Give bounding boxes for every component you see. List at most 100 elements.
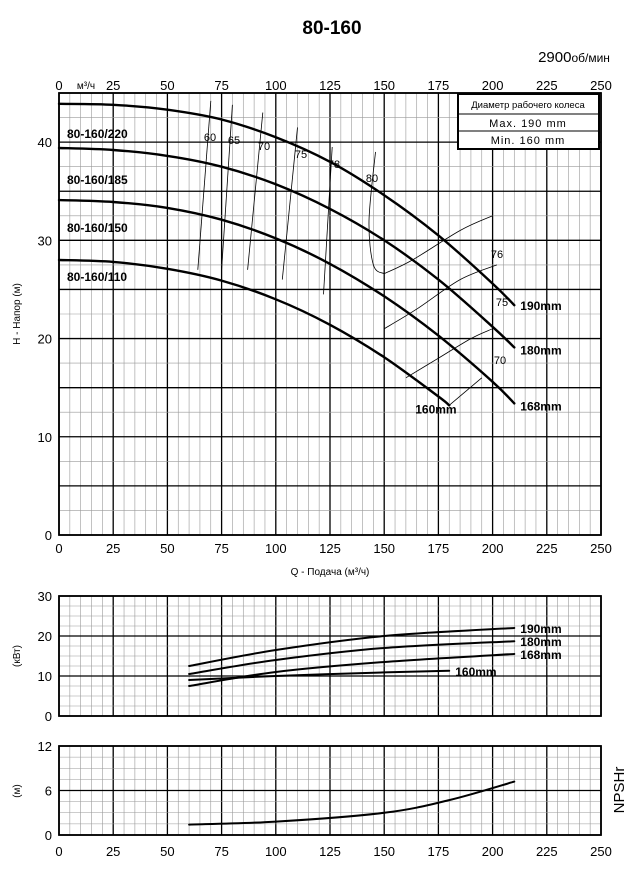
speed-unit: об/мин: [571, 51, 609, 65]
top-axis-tick-label: 225: [536, 78, 558, 93]
head-curve: [57, 198, 516, 405]
efficiency-isoline-label: 80: [366, 173, 378, 185]
x-tick-label: 175: [428, 541, 450, 556]
y-tick-label: 40: [38, 135, 52, 150]
top-axis-tick-label: 0: [55, 78, 62, 93]
x-tick-label: 25: [106, 541, 120, 556]
efficiency-isoline-label: 60: [204, 132, 216, 144]
impeller-diameter-label: 180mm: [520, 343, 561, 357]
plot-frame: [58, 92, 602, 536]
y-tick-label: 0: [45, 709, 52, 724]
x-tick-label: 0: [55, 541, 62, 556]
plot-frame: [58, 745, 602, 836]
impeller-legend: Диаметр рабочего колеса Max. 190 mm Min.…: [457, 93, 600, 150]
x-tick-label: 125: [319, 844, 341, 859]
x-tick-label: 125: [319, 541, 341, 556]
chart-title: 80-160: [302, 18, 361, 39]
x-tick-label: 150: [373, 844, 395, 859]
npsh-chart: 0 25 50 75 100 125 150 175 200 225 250 0 6 12 (м) NPSHr: [12, 739, 628, 859]
x-tick-label: 250: [590, 844, 612, 859]
y-tick-label: 20: [38, 332, 52, 347]
top-axis-tick-label: 100: [265, 78, 287, 93]
x-tick-label: 0: [55, 844, 62, 859]
power-curve-label: 190mm: [520, 622, 561, 636]
top-axis-tick-label: 175: [428, 78, 450, 93]
x-tick-label: 50: [160, 541, 174, 556]
impeller-legend-max: Max. 190 mm: [489, 118, 567, 130]
x-axis-label: Q - Подача (м³/ч): [291, 567, 370, 578]
top-axis-tick-label: 25: [106, 78, 120, 93]
y-axis-label: H - Напор (м): [12, 283, 23, 345]
head-curve-label: 80-160/220: [67, 127, 128, 141]
y-tick-label: 20: [38, 629, 52, 644]
head-curve-label: 80-160/150: [67, 221, 128, 235]
impeller-legend-frame: [457, 93, 600, 150]
head-curve-label: 80-160/110: [67, 270, 127, 284]
power-curve-label: 168mm: [520, 648, 561, 662]
efficiency-isoline-label: 75: [295, 149, 307, 161]
npsh-curve: [188, 780, 516, 826]
x-tick-label: 100: [265, 844, 287, 859]
top-axis-unit: м³/ч: [77, 81, 95, 92]
efficiency-isoline: [323, 146, 333, 295]
y-tick-label: 0: [45, 828, 52, 843]
top-axis-tick-label: 50: [160, 78, 174, 93]
impeller-legend-min: Min. 160 mm: [491, 135, 566, 147]
top-axis-tick-label: 200: [482, 78, 504, 93]
npshr-axis-label: NPSHr: [611, 767, 628, 814]
top-axis-tick-label: 75: [214, 78, 228, 93]
efficiency-isoline: [368, 151, 385, 275]
head-chart: 0 252550507575100100125125150150175175200…: [12, 78, 612, 578]
x-tick-label: 200: [482, 844, 504, 859]
x-tick-label: 225: [536, 844, 558, 859]
x-tick-label: 250: [590, 541, 612, 556]
efficiency-isoline: [383, 264, 498, 330]
x-tick-label: 225: [536, 541, 558, 556]
head-curve: [57, 102, 516, 307]
y-tick-label: 12: [38, 739, 52, 754]
top-axis-tick-label: 125: [319, 78, 341, 93]
efficiency-isoline: [281, 127, 298, 280]
head-curve-label: 80-160/185: [67, 173, 128, 187]
efficiency-isoline: [221, 104, 233, 270]
x-tick-label: 200: [482, 541, 504, 556]
efficiency-isoline: [448, 377, 483, 406]
efficiency-isoline: [384, 215, 493, 275]
y-tick-label: 30: [38, 233, 52, 248]
x-tick-label: 100: [265, 541, 287, 556]
power-curve: [188, 669, 451, 681]
top-axis-tick-label: 150: [373, 78, 395, 93]
top-axis-tick-label: 250: [590, 78, 612, 93]
efficiency-isoline-label: 70: [494, 355, 506, 367]
efficiency-isoline-label: 65: [228, 135, 240, 147]
y-tick-label: 10: [38, 669, 52, 684]
y-tick-label: 6: [45, 784, 52, 799]
impeller-diameter-label: 168mm: [520, 399, 561, 413]
power-curve: [188, 627, 516, 667]
x-tick-label: 75: [214, 541, 228, 556]
efficiency-isoline-label: 75: [496, 297, 508, 309]
impeller-legend-title: Диаметр рабочего колеса: [471, 100, 585, 111]
y-axis-label: (кВт): [12, 645, 23, 667]
efficiency-isoline-label: 70: [258, 141, 270, 153]
y-tick-label: 0: [45, 528, 52, 543]
y-axis-label: (м): [12, 784, 23, 798]
x-tick-label: 25: [106, 844, 120, 859]
x-tick-label: 175: [428, 844, 450, 859]
efficiency-isoline: [405, 328, 493, 379]
efficiency-isoline: [197, 100, 212, 270]
head-curve: [57, 146, 516, 349]
x-tick-label: 50: [160, 844, 174, 859]
efficiency-isoline: [247, 112, 264, 270]
impeller-diameter-label: 160mm: [415, 402, 456, 416]
power-curve-label: 160mm: [455, 665, 496, 679]
impeller-diameter-label: 190mm: [520, 299, 561, 313]
efficiency-isoline-label: 76: [491, 249, 503, 261]
speed-value: 2900: [538, 49, 571, 66]
head-curve: [57, 258, 451, 407]
power-curve: [188, 640, 516, 675]
plot-frame: [58, 595, 602, 717]
x-tick-label: 75: [214, 844, 228, 859]
